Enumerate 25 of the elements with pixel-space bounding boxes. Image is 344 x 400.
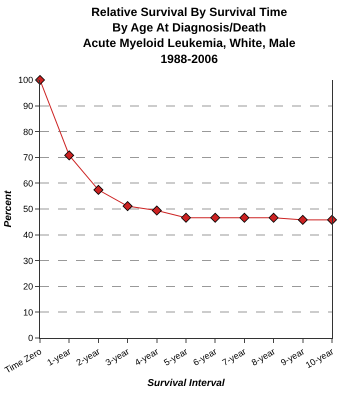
y-tick-label: 50: [23, 204, 34, 214]
x-tick-label: Time Zero: [3, 346, 44, 376]
point: [64, 150, 74, 160]
y-tick-label: 70: [23, 152, 34, 163]
x-axis-title: Survival Interval: [147, 378, 225, 389]
y-tick-label: 10: [23, 307, 34, 318]
chart-title: Relative Survival By Survival Time By Age At Diagnosis/Death Acute Myeloid Leukemia, White, Male 1988-2006: [82, 5, 296, 66]
y-tick-label: 80: [23, 126, 34, 137]
point: [181, 212, 191, 223]
point: [122, 201, 133, 212]
y-axis-title: Percent: [3, 190, 14, 228]
point: [35, 75, 45, 85]
point: [152, 206, 162, 216]
point: [239, 212, 250, 223]
point: [93, 184, 104, 195]
point: [210, 212, 220, 223]
y-tick-label: 90: [23, 100, 34, 111]
y-tick-label: 60: [23, 178, 34, 188]
y-tick-label: 0: [28, 333, 34, 344]
y-tick-label: 30: [23, 256, 34, 266]
y-tick-label: 100: [18, 75, 34, 86]
point: [298, 214, 308, 225]
y-tick-label: 40: [23, 230, 34, 240]
point: [268, 212, 279, 223]
y-tick-label: 20: [23, 282, 34, 292]
